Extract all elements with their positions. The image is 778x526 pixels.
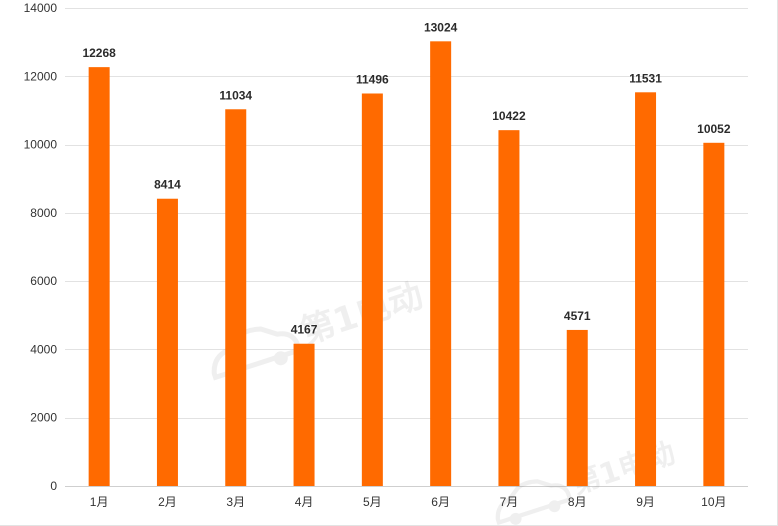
x-axis-ticks: 1月 2月 3月 4月 5月 6月 7月 8月 9月 10月 <box>90 495 727 509</box>
data-label: 13024 <box>424 20 458 34</box>
x-tick-label: 2月 <box>158 495 177 509</box>
y-tick-label: 2000 <box>30 411 57 425</box>
data-label: 10052 <box>697 122 731 136</box>
x-tick-label: 9月 <box>636 495 655 509</box>
y-tick-label: 8000 <box>30 206 57 220</box>
y-tick-label: 12000 <box>24 69 58 83</box>
data-label: 4167 <box>291 323 318 337</box>
y-tick-label: 4000 <box>30 342 57 356</box>
y-tick-label: 10000 <box>24 138 58 152</box>
y-tick-label: 14000 <box>24 1 58 15</box>
data-labels: 12268 8414 11034 4167 11496 13024 10422 4571 115… <box>82 20 730 336</box>
y-axis-ticks: 0 2000 4000 6000 8000 10000 12000 14000 <box>24 1 58 493</box>
bar <box>430 41 452 487</box>
data-label: 12268 <box>82 46 116 60</box>
car-wheel <box>548 500 561 513</box>
bar <box>361 93 383 486</box>
bar <box>293 343 315 486</box>
x-tick-label: 4月 <box>295 495 314 509</box>
y-tick-label: 0 <box>50 479 57 493</box>
car-logo-icon <box>211 326 303 381</box>
x-tick-label: 6月 <box>431 495 450 509</box>
x-tick-label: 8月 <box>568 495 587 509</box>
bars <box>88 41 725 487</box>
bar <box>498 130 520 486</box>
x-tick-label: 7月 <box>500 495 519 509</box>
data-label: 11531 <box>629 71 662 85</box>
x-tick-label: 1月 <box>90 495 109 509</box>
car-wheel <box>509 512 522 525</box>
data-label: 10422 <box>492 109 526 123</box>
y-tick-label: 6000 <box>30 274 57 288</box>
bar <box>225 109 247 487</box>
x-tick-label: 10月 <box>701 495 726 509</box>
x-tick-label: 3月 <box>226 495 245 509</box>
data-label: 11496 <box>356 72 389 86</box>
bar <box>156 198 178 487</box>
bar <box>566 329 588 486</box>
data-label: 11034 <box>219 88 252 102</box>
bar <box>88 67 110 486</box>
bar <box>635 92 657 487</box>
gridlines <box>65 8 748 487</box>
data-label: 4571 <box>564 309 591 323</box>
car-wheel <box>273 351 288 366</box>
data-label: 8414 <box>154 178 181 192</box>
x-tick-label: 5月 <box>363 495 382 509</box>
car-logo-icon <box>495 479 573 526</box>
bar <box>703 142 725 486</box>
